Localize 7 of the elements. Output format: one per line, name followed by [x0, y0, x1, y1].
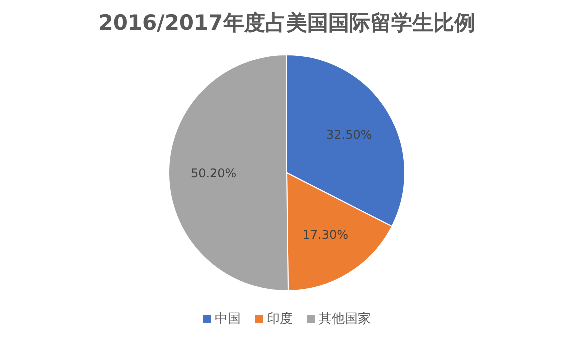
legend-label: 其他国家 — [319, 311, 371, 328]
chart-title: 2016/2017年度占美国国际留学生比例 — [98, 10, 476, 37]
legend-label: 中国 — [215, 311, 241, 328]
data-label: 32.50% — [326, 128, 372, 142]
data-label: 50.20% — [190, 166, 237, 180]
legend-label: 印度 — [267, 311, 293, 328]
data-label: 17.30% — [302, 228, 348, 242]
